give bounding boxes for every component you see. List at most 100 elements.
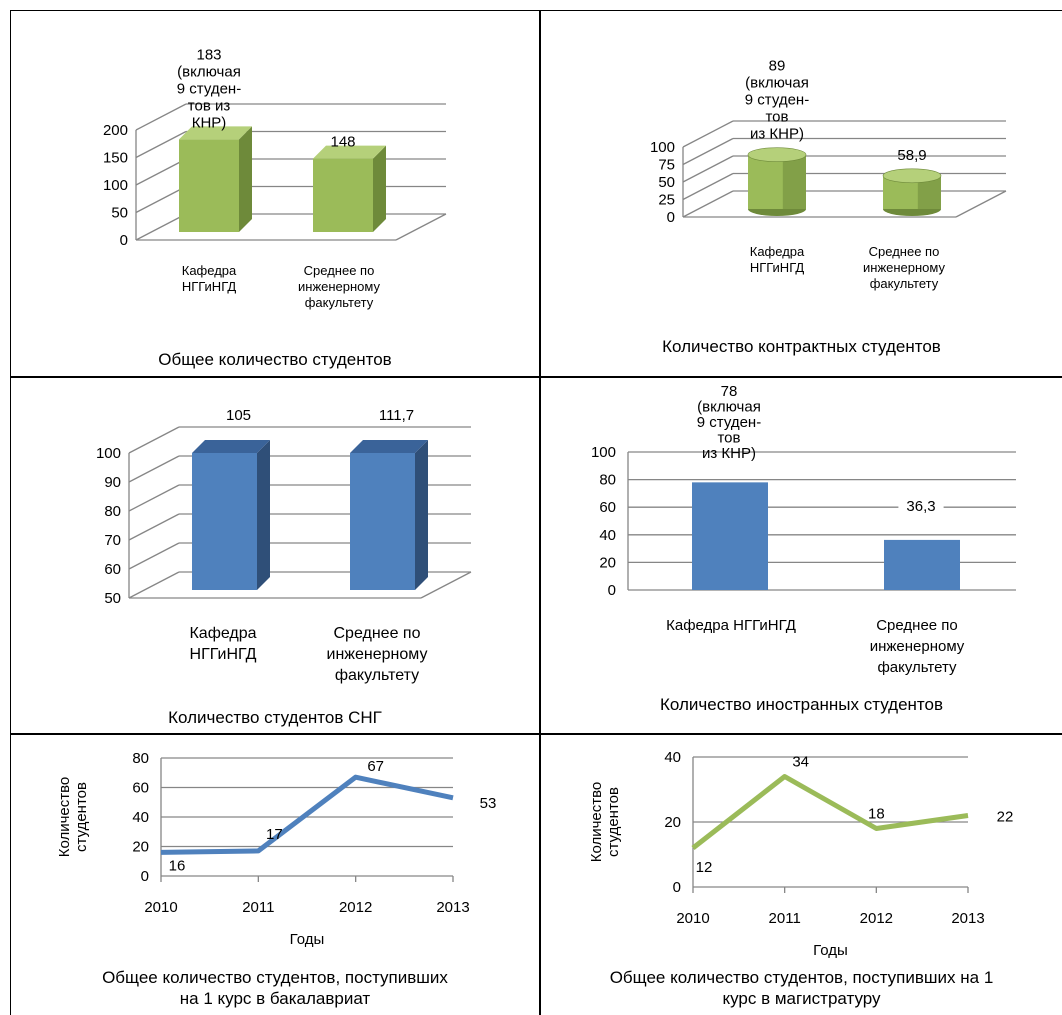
- y-axis-title: Количествостудентов: [588, 782, 622, 863]
- gridline-side: [135, 130, 187, 159]
- panel-foreign-students: 0 20 40 60 80 100 78 (включая 9 студен-тов из КНР…: [541, 378, 1062, 733]
- gridline-side: [128, 542, 180, 570]
- data-label: 12: [696, 859, 713, 876]
- gridline-side: [682, 172, 734, 201]
- y-tick-label: 60: [104, 561, 121, 578]
- y-tick-label: 40: [664, 749, 681, 766]
- y-tick-label: 20: [664, 814, 681, 831]
- data-label: 67: [367, 758, 384, 775]
- category-label: инженерному: [870, 638, 965, 655]
- y-tick-label: 100: [96, 445, 121, 462]
- x-tick-label: 2011: [769, 910, 801, 927]
- y-tick-label: 100: [650, 139, 675, 156]
- chart-master-intake: 0 20 40 2010 2011 2012 2013 12 34 18 22 Годы Количес…: [588, 749, 1013, 959]
- category-label: факультету: [335, 667, 419, 684]
- bar: [884, 539, 960, 590]
- panel-cis-students: 50 60 70 80 90 100 105 Кафедра НГГиНГД 111,7 Средн…: [11, 378, 539, 733]
- bar: [313, 158, 373, 232]
- bar-top: [313, 145, 386, 159]
- data-label: 9 студен-: [177, 80, 241, 97]
- y-tick-label: 0: [667, 209, 675, 226]
- category-label: инженерному: [863, 260, 945, 275]
- data-label-bg: [898, 497, 944, 516]
- category-label: НГГиНГД: [750, 260, 805, 275]
- category-label: НГГиНГД: [190, 646, 257, 663]
- data-label: 89: [769, 58, 786, 75]
- data-label: 183: [196, 46, 221, 63]
- x-axis-title: Годы: [290, 931, 325, 948]
- data-label: 36,3: [906, 498, 935, 515]
- y-tick-label: 0: [673, 879, 681, 896]
- category-label: факультету: [870, 276, 939, 291]
- gridline-side: [128, 484, 180, 512]
- category-label: Среднее по: [334, 625, 421, 642]
- gridline-side: [128, 426, 180, 454]
- bar-top: [179, 126, 252, 140]
- y-tick-label: 60: [599, 499, 616, 516]
- gridline-side: [682, 190, 734, 218]
- y-tick-label: 40: [132, 809, 149, 826]
- category-label: Среднее по: [876, 617, 958, 634]
- data-label-bg: [221, 406, 256, 425]
- data-label: 34: [792, 754, 809, 771]
- gridline-side: [682, 137, 734, 166]
- data-label: 17: [266, 826, 283, 843]
- series-line: [160, 774, 454, 855]
- y-tick-label: 25: [658, 192, 675, 209]
- y-tick-label: 150: [103, 150, 128, 167]
- category-label: Кафедра: [750, 244, 805, 259]
- caption-master-intake: Общее количество студентов, поступивших …: [609, 968, 994, 1008]
- bar: [192, 453, 257, 590]
- floor-right: [395, 213, 447, 241]
- data-label: из КНР): [750, 126, 804, 143]
- x-tick-label: 2010: [676, 910, 709, 927]
- x-axis-title: Годы: [813, 942, 848, 959]
- bar-shade: [782, 154, 806, 209]
- panel-contract-students: 0 25 50 75 100 89 (включая 9 студен-тов из КНР) К…: [541, 11, 1062, 376]
- floor-right: [955, 190, 1007, 218]
- y-tick-label: 60: [132, 780, 149, 797]
- y-tick-label: 50: [658, 174, 675, 191]
- bar-top: [350, 440, 428, 453]
- data-label: 58,9: [897, 147, 926, 164]
- y-tick-label: 50: [111, 205, 128, 222]
- data-label-bg: [374, 406, 419, 425]
- category-label: Кафедра НГГиНГД: [666, 617, 796, 634]
- data-label: тов: [717, 430, 740, 447]
- y-tick-label: 0: [141, 868, 149, 885]
- y-axis-title-line: Количество: [56, 777, 73, 858]
- data-label: тов из: [188, 97, 231, 114]
- category-label: инженерному: [298, 279, 380, 294]
- data-label: 148: [330, 134, 355, 151]
- bar-top: [192, 440, 270, 453]
- y-tick-label: 80: [599, 472, 616, 489]
- x-tick-label: 2010: [144, 899, 177, 916]
- chart-bachelor-intake: 0 20 40 60 80 2010 2011 2012 2013 16 17 67 53 Годы Кол…: [56, 750, 497, 948]
- caption-total-students: Общее количество студентов: [158, 350, 392, 369]
- series-line: [691, 774, 969, 850]
- grid-divider-vertical: [539, 10, 541, 1015]
- data-label: 18: [868, 806, 885, 823]
- data-label: тов: [765, 109, 788, 126]
- chart-cis-students: 50 60 70 80 90 100 105 Кафедра НГГиНГД 111,7 Средн…: [96, 406, 472, 684]
- y-tick-label: 80: [132, 750, 149, 767]
- panel-total-students: 0 50 100 150 200 183 (включая 9 студен-тов из КН…: [11, 11, 539, 376]
- bar-side: [239, 126, 252, 232]
- gridline-side: [135, 103, 187, 131]
- gridline-side: [682, 155, 734, 183]
- data-label: 53: [480, 795, 497, 812]
- bar: [350, 453, 415, 590]
- floor-right: [420, 571, 472, 599]
- y-tick-label: 40: [599, 527, 616, 544]
- y-tick-label: 100: [591, 444, 616, 461]
- bar-side: [373, 145, 386, 232]
- caption-cis-students: Количество студентов СНГ: [168, 708, 382, 727]
- gridline-side: [135, 213, 187, 241]
- x-tick-label: 2013: [951, 910, 984, 927]
- data-label: 16: [169, 857, 186, 874]
- data-label: 9 студен-: [745, 92, 809, 109]
- bar-side: [415, 440, 428, 590]
